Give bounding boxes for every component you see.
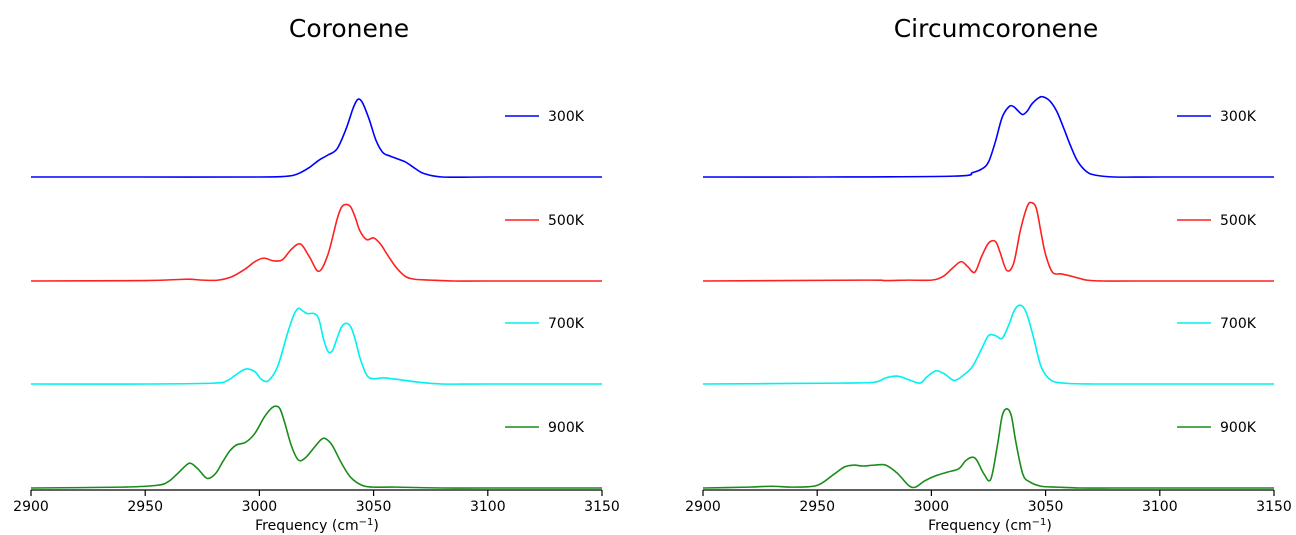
legend-group: 300K 500K 700K 900K — [1177, 109, 1257, 436]
series-line-500k — [702, 201, 1274, 282]
series-group — [30, 98, 602, 489]
legend-label: 900K — [1220, 420, 1257, 436]
x-tick-label: 2950 — [127, 499, 163, 515]
series-line-300k — [702, 95, 1274, 178]
x-tick-label: 3100 — [470, 499, 506, 515]
legend-label: 700K — [1220, 316, 1257, 332]
x-tick-label: 3050 — [356, 499, 392, 515]
panel-title: Circumcoronene — [894, 14, 1099, 43]
legend-label: 500K — [1220, 213, 1257, 229]
series-line-300k — [30, 98, 602, 179]
x-tick-label: 2900 — [13, 499, 49, 515]
legend-label: 700K — [548, 316, 585, 332]
circumcoronene-panel: Circumcoronene 2900 2950 3000 3050 3100 3150 … — [685, 14, 1292, 534]
series-line-900k — [30, 405, 602, 489]
x-ticks: 2900 2950 3000 3050 3100 3150 — [13, 490, 620, 515]
series-line-700k — [702, 304, 1274, 385]
series-line-700k — [30, 307, 602, 385]
x-tick-label: 3000 — [242, 499, 278, 515]
x-tick-label: 2950 — [799, 499, 835, 515]
legend-label: 300K — [548, 109, 585, 125]
series-line-900k — [702, 408, 1274, 489]
series-line-500k — [30, 203, 602, 282]
coronene-panel: Coronene 2900 2950 3000 3050 3100 3150 Freque… — [13, 14, 620, 534]
x-axis-label: Frequency (cm−1) — [255, 517, 379, 535]
series-group — [702, 95, 1274, 489]
x-tick-label: 2900 — [685, 499, 721, 515]
panel-title: Coronene — [289, 14, 409, 43]
x-ticks: 2900 2950 3000 3050 3100 3150 — [685, 490, 1292, 515]
x-tick-label: 3150 — [1256, 499, 1292, 515]
legend-group: 300K 500K 700K 900K — [505, 109, 585, 436]
legend-label: 300K — [1220, 109, 1257, 125]
x-tick-label: 3100 — [1142, 499, 1178, 515]
x-tick-label: 3150 — [584, 499, 620, 515]
x-tick-label: 3050 — [1028, 499, 1064, 515]
x-axis-label-exponent: −1 — [1032, 517, 1047, 528]
legend-label: 500K — [548, 213, 585, 229]
legend-label: 900K — [548, 420, 585, 436]
x-axis-label: Frequency (cm−1) — [928, 517, 1052, 535]
x-tick-label: 3000 — [914, 499, 950, 515]
x-axis-label-exponent: −1 — [359, 517, 374, 528]
